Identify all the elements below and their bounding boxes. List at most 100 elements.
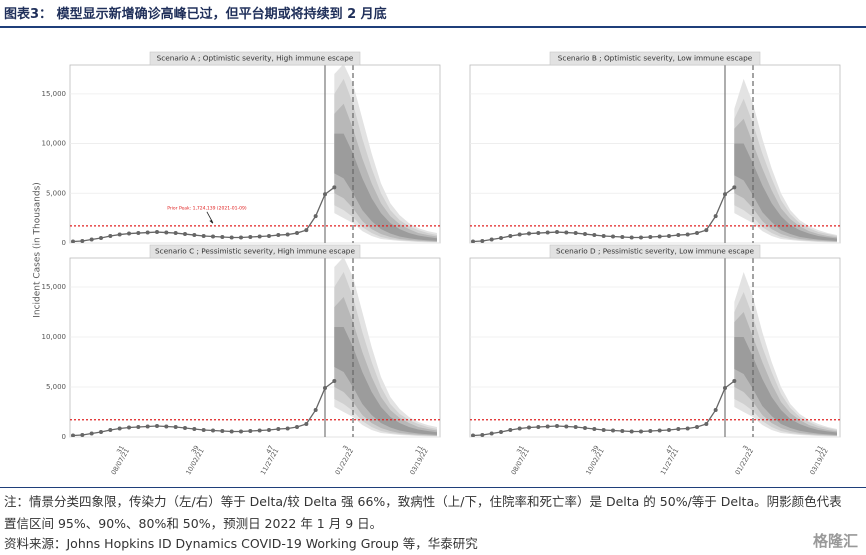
y-tick-label: 5,000 <box>46 189 66 197</box>
annotation: Prior Peak: 1,724,139 (2021-01-09) <box>167 205 247 211</box>
y-tick-label: 15,000 <box>42 90 67 98</box>
observed-point <box>229 429 234 434</box>
confidence-band <box>334 327 437 435</box>
watermark: 格隆汇 <box>812 532 858 550</box>
observed-point <box>71 433 75 437</box>
confidence-band <box>334 103 437 242</box>
observed-point <box>592 233 597 238</box>
observed-point <box>695 425 699 429</box>
observed-point <box>657 428 662 433</box>
observed-point <box>108 428 113 432</box>
observed-point <box>499 430 503 434</box>
observed-point <box>713 214 718 219</box>
observed-point <box>211 428 215 433</box>
observed-point <box>723 386 727 390</box>
observed-point <box>517 426 522 431</box>
observed-point <box>145 424 150 429</box>
observed-point <box>536 425 541 429</box>
observed-point <box>164 424 169 429</box>
header-rule <box>0 26 866 28</box>
observed-point <box>685 232 690 237</box>
observed-point <box>276 427 281 431</box>
observed-point <box>239 235 243 240</box>
panel-title-box <box>549 51 761 66</box>
observed-point <box>117 232 122 237</box>
observed-point <box>304 422 309 426</box>
observed-point <box>332 379 337 383</box>
observed-point <box>304 228 309 233</box>
y-tick-label: 5,000 <box>46 383 66 391</box>
observed-point <box>489 431 494 436</box>
figure-title: 图表3： 模型显示新增确诊高峰已过，但平台期或将持续到 2 月底 <box>4 7 387 22</box>
observed-point <box>648 235 653 240</box>
observed-point <box>573 425 578 429</box>
panel-title-box <box>549 244 761 259</box>
observed-point <box>183 232 187 237</box>
observed-point <box>471 433 475 437</box>
observed-point <box>295 425 299 429</box>
observed-point <box>248 235 253 240</box>
observed-point <box>257 234 262 239</box>
observed-point <box>648 429 653 433</box>
observed-point <box>639 235 643 240</box>
observed-point <box>620 429 625 433</box>
note: 注：情景分类四象限，传染力（左/右）等于 Delta/较 Delta 强 66%… <box>4 494 842 531</box>
observed-point <box>508 234 513 239</box>
observed-point <box>155 424 159 428</box>
x-tick-label: 39 <box>590 444 601 455</box>
confidence-band <box>734 118 837 242</box>
x-tick-label: 11 <box>814 444 825 455</box>
observed-point <box>480 239 485 243</box>
observed-point <box>573 231 578 236</box>
observed-point <box>239 429 243 434</box>
annotation-arrowhead <box>209 219 213 224</box>
observed-point <box>564 230 569 235</box>
observed-point <box>127 425 131 430</box>
observed-point <box>676 427 681 431</box>
panel-title: Scenario A ; Optimistic severity, High i… <box>157 54 354 63</box>
observed-point <box>257 428 262 433</box>
plot-area <box>470 258 840 437</box>
source: 资料来源：Johns Hopkins ID Dynamics COVID-19 … <box>4 536 478 551</box>
observed-point <box>592 427 597 431</box>
observed-point <box>183 426 187 430</box>
observed-point <box>667 428 671 432</box>
panel-title-box <box>149 51 361 66</box>
x-tick-label: 3 <box>741 444 750 452</box>
observed-point <box>173 231 178 236</box>
observed-point <box>267 428 271 432</box>
observed-point <box>704 422 709 426</box>
observed-point <box>508 428 513 432</box>
observed-point <box>332 185 337 190</box>
observed-point <box>555 230 559 235</box>
observed-point <box>80 239 85 243</box>
x-tick-label: 31 <box>515 444 526 455</box>
observed-point <box>695 231 699 236</box>
x-tick-label: 47 <box>264 444 275 455</box>
observed-point <box>480 433 485 437</box>
observed-point <box>732 379 737 383</box>
confidence-band <box>734 337 837 435</box>
observed-point <box>145 230 150 235</box>
y-tick-label: 15,000 <box>42 283 67 291</box>
observed-point <box>220 429 225 433</box>
observed-point <box>713 408 718 412</box>
plot-area <box>70 65 440 243</box>
observed-point <box>248 429 253 433</box>
observed-point <box>99 430 103 434</box>
observed-point <box>136 425 141 429</box>
observed-point <box>108 234 113 239</box>
observed-point <box>629 429 634 434</box>
y-tick-label: 0 <box>62 239 66 247</box>
observed-point <box>676 233 681 238</box>
observed-point <box>80 433 85 437</box>
observed-point <box>629 235 634 240</box>
observed-point <box>201 428 206 432</box>
observed-point <box>517 232 522 237</box>
y-tick-label: 0 <box>62 433 66 441</box>
observed-point <box>192 427 197 431</box>
observed-point <box>220 235 225 240</box>
observed-point <box>192 233 197 238</box>
x-tick-label: 11 <box>414 444 425 455</box>
